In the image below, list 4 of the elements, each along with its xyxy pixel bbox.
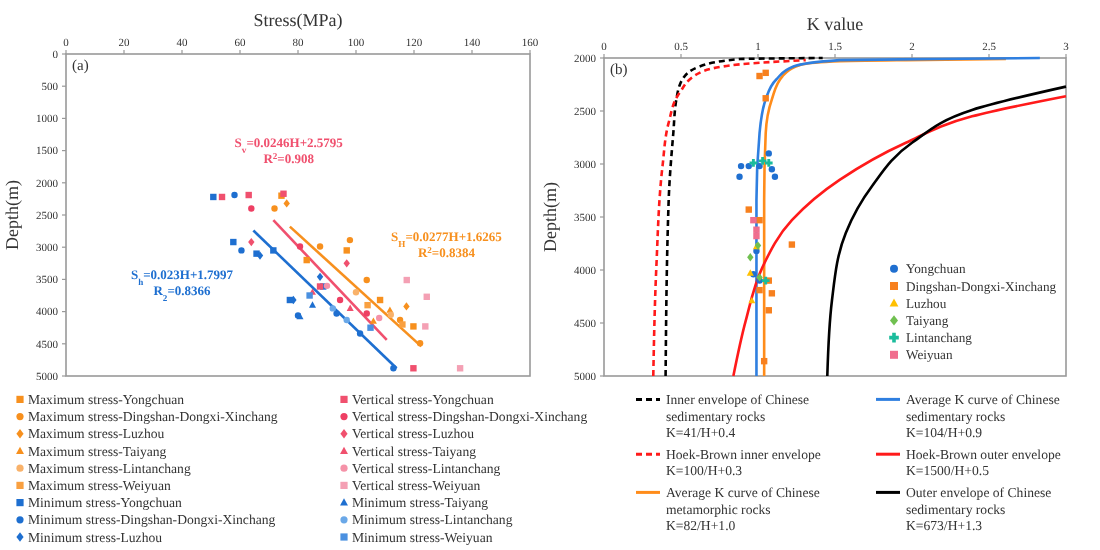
y-axis-title: Depth(m) — [540, 182, 560, 252]
y-axis-title: Depth(m) — [2, 180, 22, 250]
x-axis-title: K value — [806, 14, 864, 34]
x-axis-title: Stress(MPa) — [253, 10, 343, 30]
